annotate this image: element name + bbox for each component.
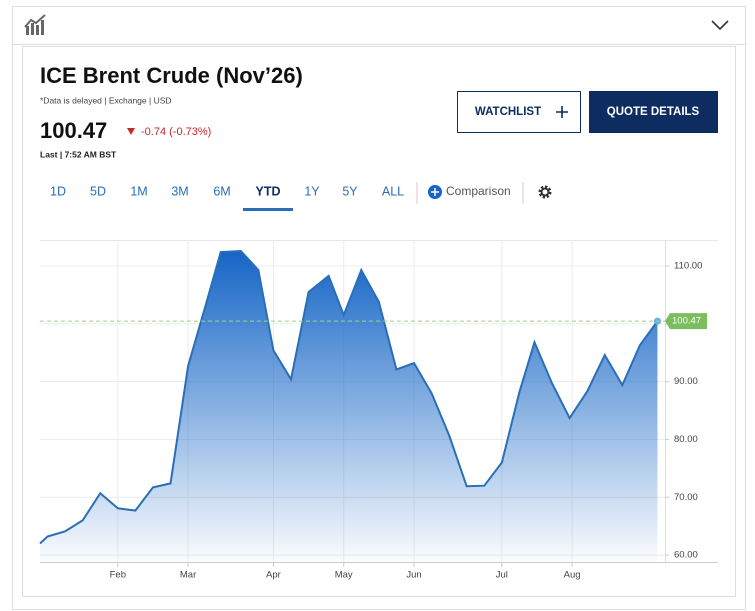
tab[interactable]: 1M xyxy=(130,184,147,198)
tab[interactable]: 1D xyxy=(50,184,66,198)
tab[interactable]: 3M xyxy=(171,184,188,198)
y-tick-label: 70.00 xyxy=(674,492,698,503)
reference-label: 100.47 xyxy=(672,316,701,327)
plus-icon xyxy=(556,106,568,118)
area xyxy=(40,250,658,563)
price-line xyxy=(39,249,659,545)
chart-icon xyxy=(24,14,46,35)
y-tick-label: 90.00 xyxy=(674,376,698,387)
x-tick-label: May xyxy=(335,570,353,581)
active-tab-underline xyxy=(243,208,293,211)
y-tick-label: 110.00 xyxy=(674,261,702,272)
tab[interactable]: 5D xyxy=(90,184,106,198)
subtitle: *Data is delayed | Exchange | USD xyxy=(40,95,172,105)
tab[interactable]: 6M xyxy=(213,184,230,198)
tab[interactable]: 5Y xyxy=(342,184,358,198)
tab[interactable]: ALL xyxy=(382,184,404,198)
last-time: Last | 7:52 AM BST xyxy=(40,149,117,159)
tab[interactable]: 1Y xyxy=(304,184,320,198)
x-tick-label: Jun xyxy=(406,570,421,581)
quote-button[interactable] xyxy=(589,91,718,133)
down-arrow xyxy=(127,128,135,135)
quote-label: QUOTE DETAILS xyxy=(607,106,700,118)
y-tick-label: 80.00 xyxy=(674,434,698,445)
reference-tag xyxy=(665,313,707,330)
card xyxy=(22,46,736,597)
title: ICE Brent Crude (Nov’26) xyxy=(40,63,303,88)
tab[interactable]: YTD xyxy=(256,184,281,198)
x-tick-label: Mar xyxy=(180,570,196,581)
price: 100.47 xyxy=(40,118,107,143)
comparison-plus xyxy=(431,188,439,196)
x-tick-label: Feb xyxy=(110,570,126,581)
collapse-chevron[interactable] xyxy=(711,20,729,31)
settings-icon[interactable] xyxy=(538,185,552,199)
comparison-label[interactable]: Comparison xyxy=(446,184,511,198)
change: -0.74 (-0.73%) xyxy=(141,126,211,138)
x-tick-label: Aug xyxy=(564,570,581,581)
x-tick-label: Jul xyxy=(496,570,508,581)
y-tick-label: 60.00 xyxy=(674,550,698,561)
watchlist-label: WATCHLIST xyxy=(475,106,541,118)
x-tick-label: Apr xyxy=(266,570,281,581)
